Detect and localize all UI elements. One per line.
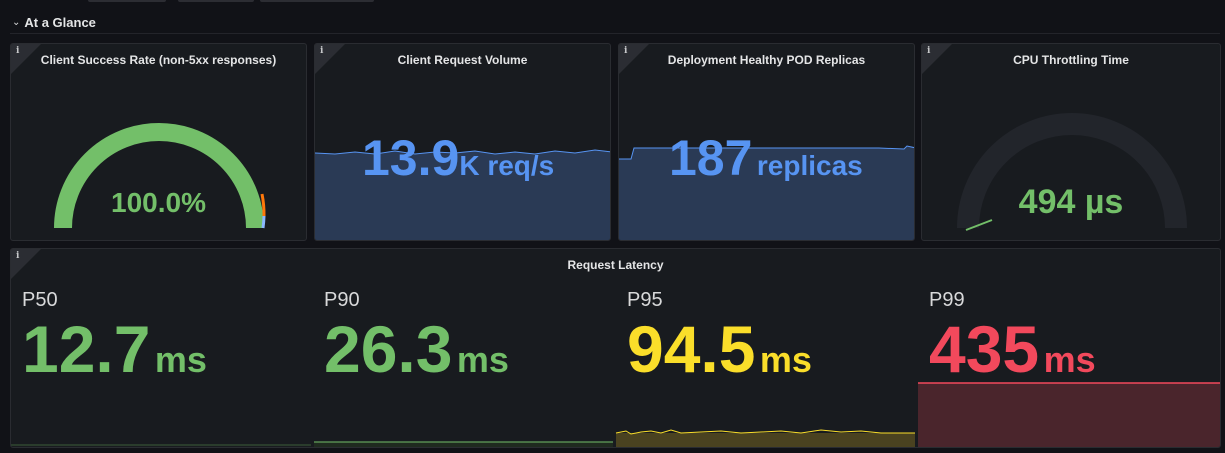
volume-value: 13.9 [362, 130, 460, 186]
stat-value-wrap: 12.7 ms [22, 311, 207, 387]
info-icon[interactable]: i [927, 46, 931, 56]
panel-corner [11, 44, 41, 74]
panel-corner [619, 44, 649, 74]
stat-unit: ms [456, 339, 509, 380]
success-value: 100.0% [111, 187, 206, 218]
stat-unit: ms [759, 339, 812, 380]
panel-corner [922, 44, 952, 74]
stat-value-wrap: 435 ms [929, 311, 1096, 387]
panel-healthy-pod-replicas[interactable]: i Deployment Healthy POD Replicas 187 re… [618, 43, 915, 241]
panel-title: Deployment Healthy POD Replicas [667, 53, 866, 67]
volume-sparkline [315, 149, 610, 240]
stat-unit: ms [154, 339, 207, 380]
cpu-unit: µs [1084, 183, 1124, 221]
info-icon[interactable]: i [16, 46, 20, 56]
replicas-value: 187 [669, 130, 753, 186]
top-toolbar-edge [0, 0, 1225, 3]
panel-corner [11, 249, 41, 279]
volume-value-wrap: 13.9K req/s [362, 129, 554, 187]
stat-value: 12.7 [22, 312, 151, 386]
stat-value: 94.5 [627, 312, 756, 386]
latency-sparklines [11, 382, 1220, 447]
stat-label: P50 [22, 289, 58, 311]
cpu-gauge [957, 113, 1187, 231]
panel-client-success-rate[interactable]: i Client Success Rate (non-5xx responses… [10, 43, 307, 241]
panel-title: Request Latency [567, 258, 664, 272]
info-icon[interactable]: i [320, 46, 324, 56]
stat-value: 435 [929, 312, 1040, 386]
chevron-down-icon: ⌄ [12, 16, 21, 28]
info-icon[interactable]: i [624, 46, 628, 56]
panel-request-latency[interactable]: i Request Latency P50 12.7 ms P90 26.3 m… [10, 248, 1221, 448]
stat-label: P95 [627, 289, 663, 311]
stat-unit: ms [1043, 339, 1096, 380]
cpu-value: 494 [1018, 183, 1076, 221]
panel-corner [315, 44, 345, 74]
panel-title: CPU Throttling Time [1013, 53, 1129, 67]
stat-value-wrap: 26.3 ms [324, 311, 509, 387]
stat-value-wrap: 94.5 ms [627, 311, 812, 387]
row-title: At a Glance [24, 14, 96, 30]
stat-value: 26.3 [324, 312, 453, 386]
success-gauge [54, 123, 266, 229]
info-icon[interactable]: i [16, 251, 20, 261]
replicas-sparkline [619, 145, 914, 240]
replicas-unit: replicas [756, 150, 863, 181]
cpu-value-wrap: 494 µs [922, 183, 1220, 222]
row-divider [10, 33, 1220, 34]
replicas-value-wrap: 187 replicas [669, 129, 863, 187]
stat-label: P90 [324, 289, 360, 311]
panel-cpu-throttling[interactable]: i CPU Throttling Time 494 µs [921, 43, 1221, 241]
volume-unit: K req/s [459, 150, 555, 181]
row-collapse-toggle[interactable]: ⌄ At a Glance [12, 12, 96, 32]
panel-title: Client Request Volume [397, 53, 528, 67]
panel-title: Client Success Rate (non-5xx responses) [40, 53, 277, 67]
panel-client-request-volume[interactable]: i Client Request Volume 13.9K req/s [314, 43, 611, 241]
stat-label: P99 [929, 289, 965, 311]
